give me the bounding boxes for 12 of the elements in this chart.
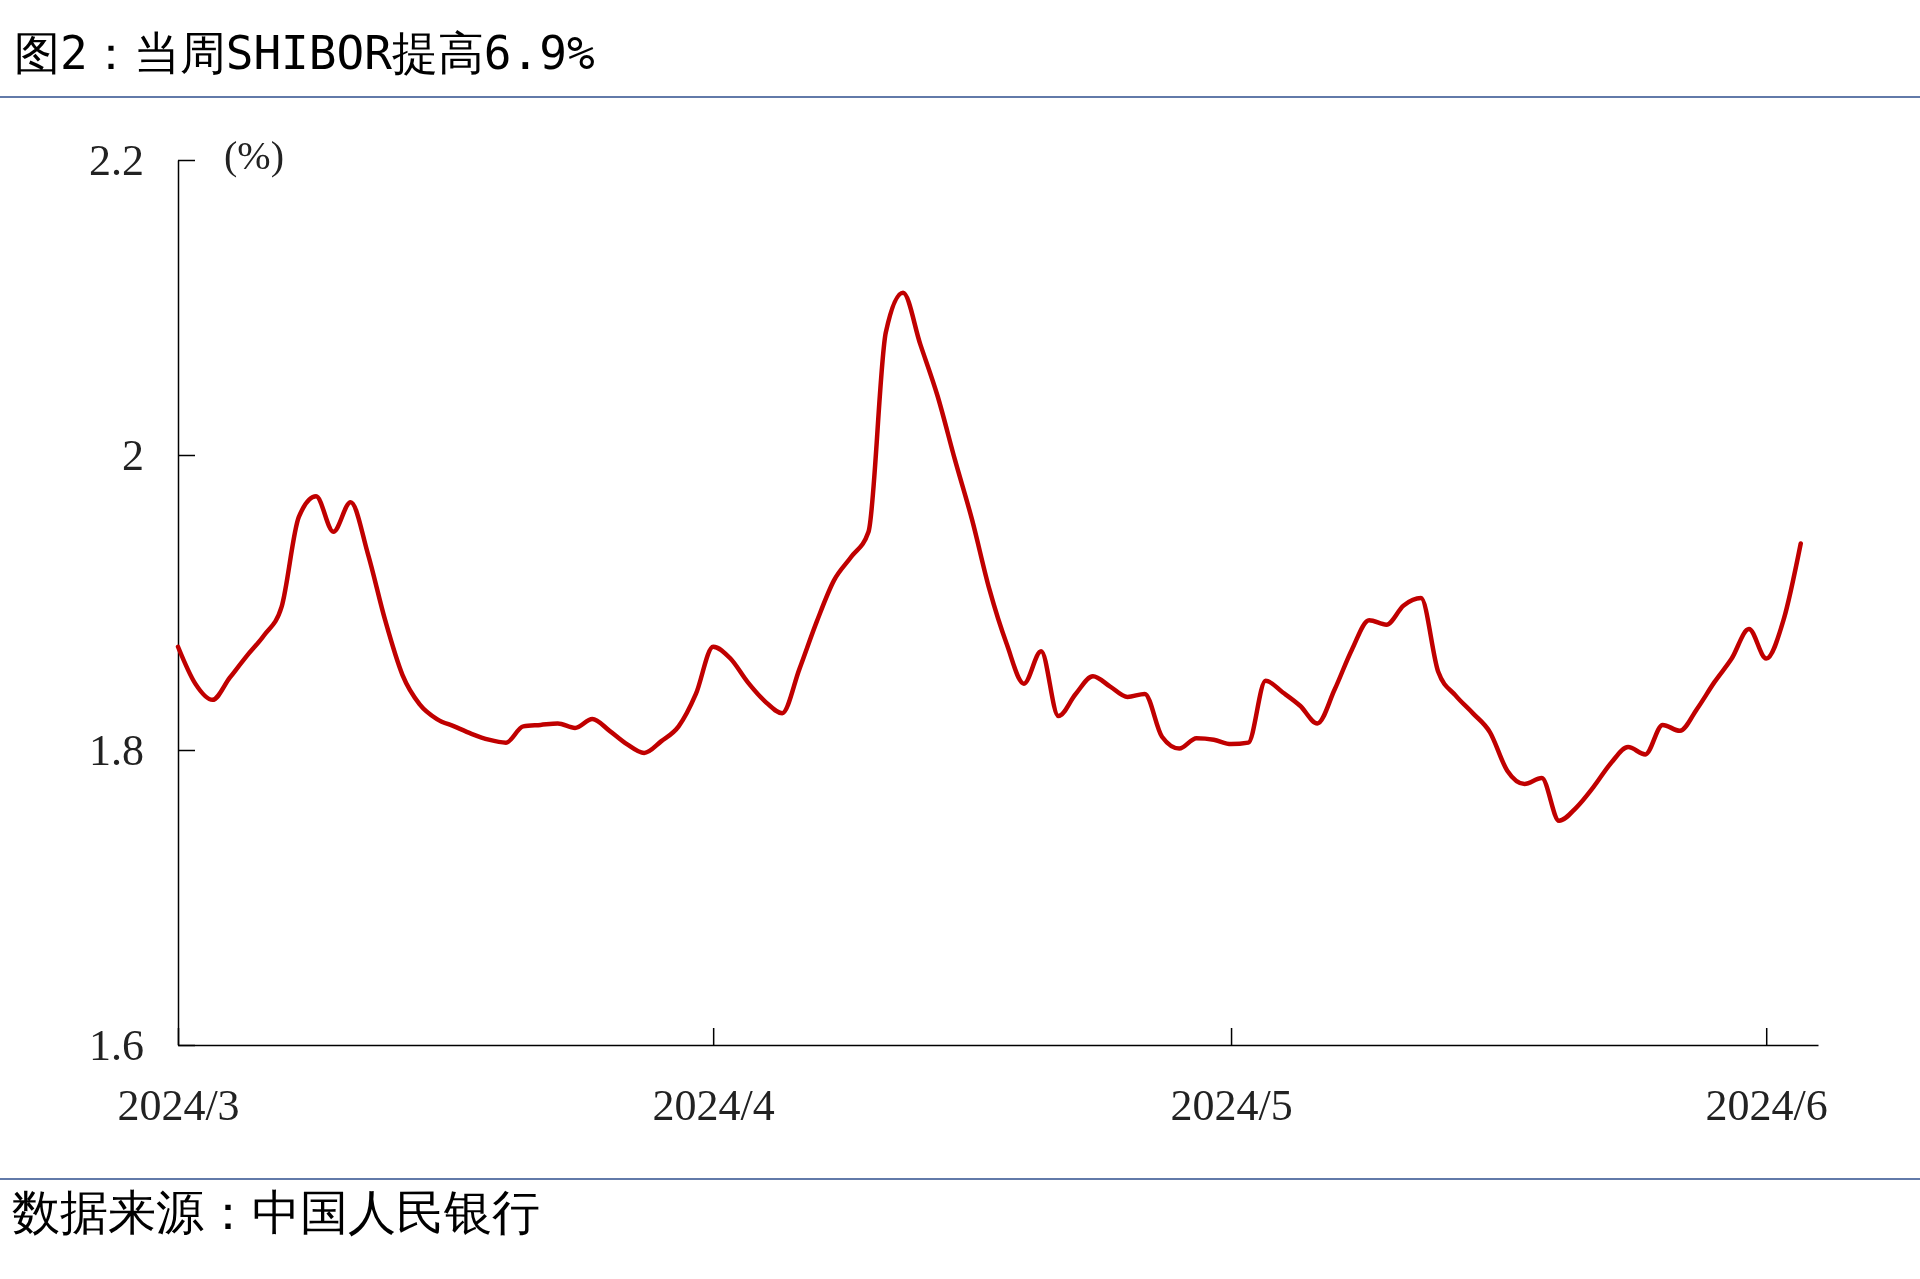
source-note: 数据来源：中国人民银行	[12, 1186, 540, 1240]
y-tick-label: 2	[122, 430, 144, 480]
y-tick-label: 2.2	[89, 135, 144, 185]
line-series	[175, 290, 1803, 824]
y-axis-title: (%)	[224, 133, 284, 179]
y-tick-label: 1.6	[89, 1020, 144, 1070]
x-tick-label: 2024/5	[1170, 1081, 1293, 1131]
x-tick-label: 2024/6	[1705, 1081, 1828, 1131]
x-tick-label: 2024/4	[652, 1081, 775, 1131]
x-tick-label: 2024/3	[117, 1081, 240, 1131]
chart-title: 图2：当周SHIBOR提高6.9%	[14, 25, 595, 80]
y-tick-label: 1.8	[89, 725, 144, 775]
